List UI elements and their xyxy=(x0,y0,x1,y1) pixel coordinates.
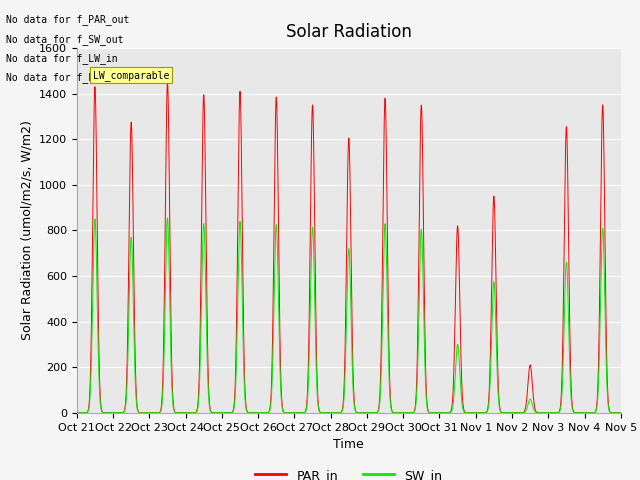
Legend: PAR_in, SW_in: PAR_in, SW_in xyxy=(250,464,447,480)
Text: No data for f_SW_out: No data for f_SW_out xyxy=(6,34,124,45)
Y-axis label: Solar Radiation (umol/m2/s, W/m2): Solar Radiation (umol/m2/s, W/m2) xyxy=(20,120,33,340)
Text: No data for f_LW_out: No data for f_LW_out xyxy=(6,72,124,83)
Text: No data for f_LW_in: No data for f_LW_in xyxy=(6,53,118,64)
X-axis label: Time: Time xyxy=(333,438,364,451)
Text: LW_comparable: LW_comparable xyxy=(93,70,169,81)
Text: No data for f_PAR_out: No data for f_PAR_out xyxy=(6,14,130,25)
Title: Solar Radiation: Solar Radiation xyxy=(286,23,412,41)
